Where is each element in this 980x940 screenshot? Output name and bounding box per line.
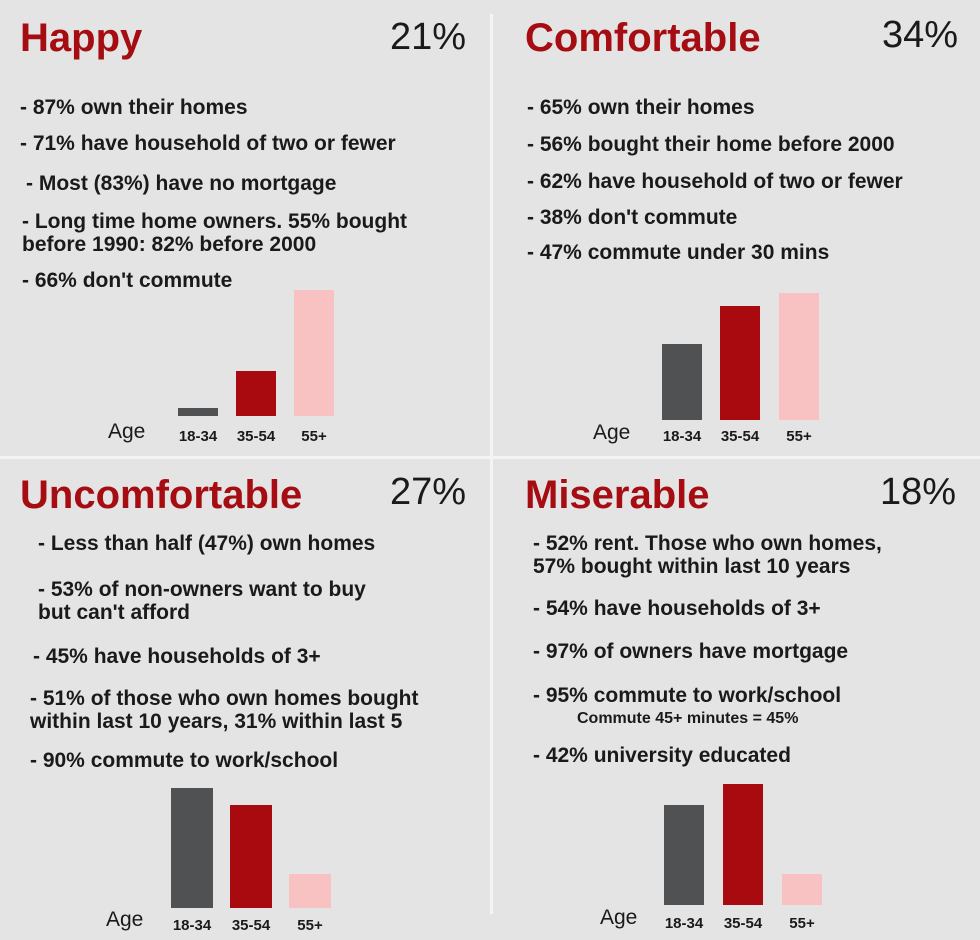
tick-label: 55+: [297, 917, 323, 934]
panel-title: Happy: [20, 16, 143, 60]
bullet: - Most (83%) have no mortgage: [26, 172, 337, 195]
tick-label: 18-34: [172, 917, 212, 934]
bullet: - 45% have households of 3+: [33, 645, 321, 668]
tick-label: 35-54: [236, 428, 276, 445]
bullet: - 95% commute to work/school: [533, 684, 842, 707]
x-axis-label: Age: [108, 420, 146, 443]
horizontal-divider: [0, 456, 980, 459]
panel-title: Miserable: [525, 473, 710, 517]
bullet: - 65% own their homes: [527, 96, 755, 119]
panel-percent: 34%: [882, 14, 959, 56]
bullet: - 90% commute to work/school: [30, 749, 339, 772]
tick-label: 35-54: [231, 917, 271, 934]
bullet: - 53% of non-owners want to buy but can'…: [38, 578, 366, 624]
tick-label: 55+: [786, 428, 812, 445]
x-axis-label: Age: [106, 908, 144, 931]
bar-35-54: [723, 784, 763, 905]
tick-label: 18-34: [662, 428, 702, 445]
bullet: - 52% rent. Those who own homes, 57% bou…: [533, 532, 882, 578]
bullet: - 54% have households of 3+: [533, 597, 821, 620]
tick-label: 35-54: [720, 428, 760, 445]
bullet: - 51% of those who own homes bought with…: [30, 687, 419, 733]
x-axis-label: Age: [600, 906, 638, 929]
bullet: - 62% have household of two or fewer: [527, 170, 903, 193]
bar-35-54: [720, 306, 760, 420]
bullet-subnote: Commute 45+ minutes = 45%: [577, 710, 799, 727]
bullet: - 38% don't commute: [527, 206, 738, 229]
bullet: - Long time home owners. 55% bought befo…: [22, 210, 408, 256]
bar-55+: [294, 290, 334, 416]
x-axis-label: Age: [593, 421, 631, 444]
panel-percent: 27%: [390, 471, 467, 513]
bar-55+: [779, 293, 819, 420]
tick-label: 55+: [789, 915, 815, 932]
bullet: - 42% university educated: [533, 744, 791, 767]
tick-label: 35-54: [723, 915, 763, 932]
bullet: - Less than half (47%) own homes: [38, 532, 376, 555]
panel-title: Comfortable: [525, 16, 761, 60]
vertical-divider: [490, 14, 493, 914]
bullet: - 66% don't commute: [22, 269, 233, 292]
bullet: - 97% of owners have mortgage: [533, 640, 849, 663]
bullet: - 71% have household of two or fewer: [20, 132, 396, 155]
bullet: - 56% bought their home before 2000: [527, 133, 895, 156]
bar-35-54: [230, 805, 272, 908]
bullet: - 87% own their homes: [20, 96, 248, 119]
panel-title: Uncomfortable: [20, 473, 303, 517]
panel-percent: 18%: [880, 471, 957, 513]
bar-35-54: [236, 371, 276, 416]
bar-55+: [289, 874, 331, 908]
bar-18-34: [171, 788, 213, 908]
bar-18-34: [178, 408, 218, 416]
tick-label: 55+: [301, 428, 327, 445]
tick-label: 18-34: [664, 915, 704, 932]
panel-percent: 21%: [390, 16, 467, 58]
bar-18-34: [662, 344, 702, 420]
bar-55+: [782, 874, 822, 905]
bar-18-34: [664, 805, 704, 905]
bullet: - 47% commute under 30 mins: [527, 241, 830, 264]
tick-label: 18-34: [178, 428, 218, 445]
